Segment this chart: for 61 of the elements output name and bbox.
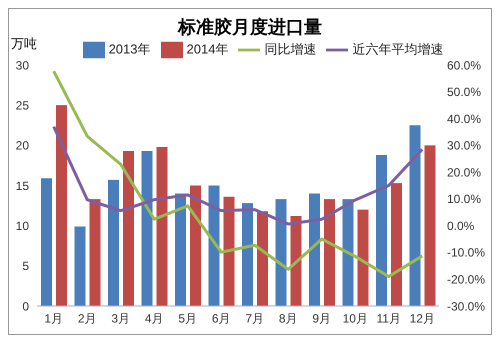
bar bbox=[108, 180, 119, 306]
chart-title: 标准胶月度进口量 bbox=[178, 17, 322, 38]
legend-label: 2014年 bbox=[186, 41, 228, 56]
x-tick-label: 9月 bbox=[312, 312, 332, 326]
bar bbox=[391, 183, 402, 306]
bar bbox=[342, 199, 354, 306]
bar bbox=[190, 186, 201, 306]
y2-tick-label: 10.0% bbox=[447, 192, 482, 206]
x-tick-label: 12月 bbox=[410, 312, 435, 326]
y2-tick-label: -10.0% bbox=[447, 246, 486, 260]
line-series bbox=[52, 125, 424, 226]
y-tick-label: 25 bbox=[16, 98, 30, 112]
bar bbox=[123, 150, 134, 306]
x-tick-label: 8月 bbox=[278, 312, 298, 326]
y-tick-label: 15 bbox=[16, 178, 30, 193]
y2-tick-label: -20.0% bbox=[447, 272, 486, 286]
bar bbox=[208, 186, 220, 306]
bar bbox=[41, 178, 52, 306]
bar bbox=[376, 154, 387, 306]
y-tick-label: 20 bbox=[16, 138, 30, 153]
y-tick-label: 0 bbox=[22, 299, 30, 314]
legend-label: 近六年平均增速 bbox=[352, 41, 444, 56]
bar bbox=[324, 199, 335, 306]
x-tick-label: 1月 bbox=[44, 312, 64, 326]
bar bbox=[276, 199, 286, 306]
bar bbox=[358, 210, 368, 306]
x-tick-label: 5月 bbox=[178, 312, 198, 326]
y2-tick-label: -30.0% bbox=[447, 299, 486, 314]
bar bbox=[74, 226, 86, 306]
bar bbox=[175, 194, 186, 306]
y2-tick-label: 40.0% bbox=[447, 112, 482, 126]
bar bbox=[156, 146, 168, 306]
bar bbox=[56, 105, 67, 306]
y2-tick-label: 30.0% bbox=[447, 138, 482, 153]
y-tick-label: 10 bbox=[16, 218, 30, 233]
bar bbox=[224, 196, 234, 306]
bar bbox=[142, 150, 152, 306]
bar bbox=[424, 145, 436, 306]
y-tick-label: 30 bbox=[16, 58, 30, 72]
x-tick-label: 11月 bbox=[376, 312, 401, 326]
y2-tick-label: 50.0% bbox=[447, 85, 482, 100]
x-tick-label: 7月 bbox=[245, 312, 264, 326]
bar bbox=[290, 216, 302, 306]
y-axis-title: 万吨 bbox=[11, 35, 37, 53]
bar bbox=[309, 194, 320, 306]
bar bbox=[410, 125, 420, 306]
bar bbox=[90, 199, 100, 306]
y2-tick-label: 0.0% bbox=[447, 218, 475, 233]
legend-label: 2013年 bbox=[108, 41, 150, 56]
x-tick-label: 10月 bbox=[342, 312, 368, 326]
bar bbox=[242, 203, 253, 306]
x-tick-label: 3月 bbox=[111, 312, 130, 326]
y-tick-label: 5 bbox=[22, 259, 30, 274]
x-tick-label: 4月 bbox=[144, 312, 164, 326]
legend-label: 同比增速 bbox=[264, 41, 316, 56]
x-tick-label: 2月 bbox=[78, 312, 97, 326]
line-series bbox=[52, 70, 424, 278]
x-tick-label: 6月 bbox=[212, 312, 231, 326]
bar bbox=[257, 211, 268, 306]
y2-tick-label: 60.0% bbox=[447, 58, 482, 72]
y2-tick-label: 20.0% bbox=[447, 165, 482, 180]
